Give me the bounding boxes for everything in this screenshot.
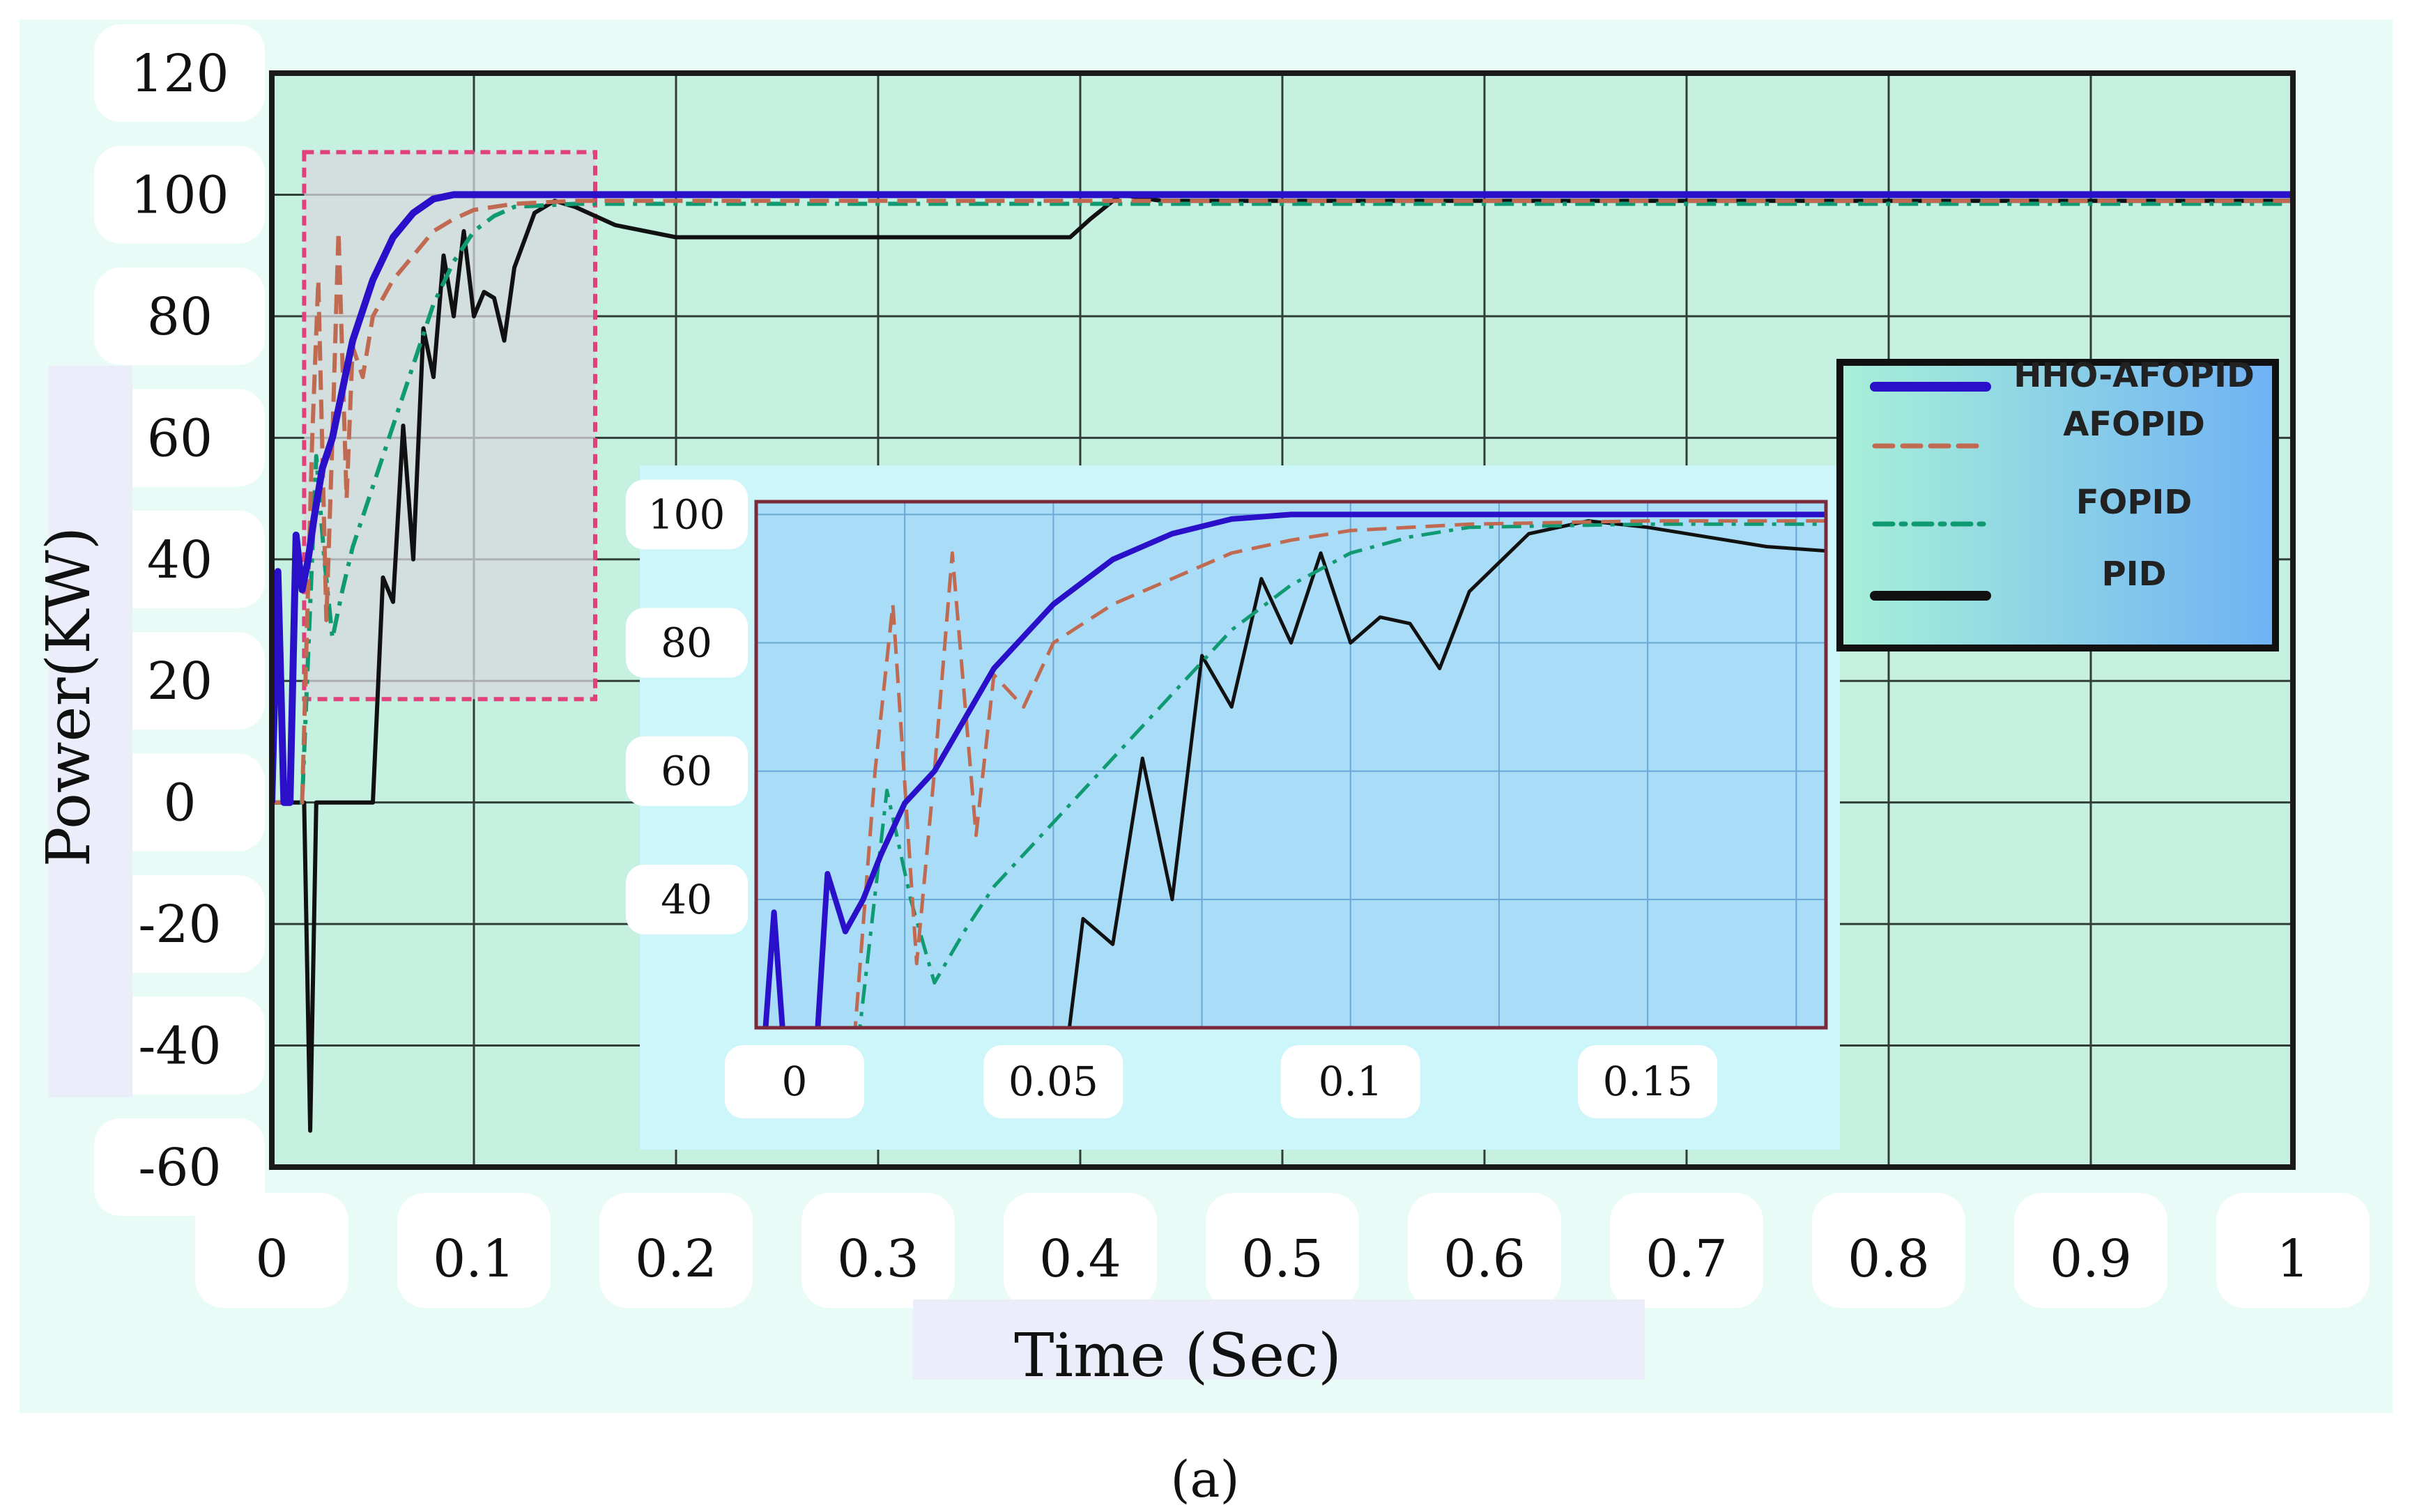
- x-tick-backdrop: [801, 1193, 955, 1308]
- zoom-region-box: [302, 150, 597, 702]
- y-tick-label: -40: [138, 1017, 221, 1077]
- y-tick-backdrop: [94, 389, 265, 487]
- series-line-hho-afopid: [272, 191, 2293, 806]
- series-line-afopid: [272, 199, 2293, 805]
- inset-y-tick-label: 100: [648, 491, 726, 538]
- x-tick-backdrop: [2014, 1193, 2167, 1308]
- legend-label-afopid: AFOPID: [2063, 405, 2205, 444]
- x-tick-label: 0: [255, 1229, 288, 1289]
- y-axis-title: Power(KW): [34, 527, 104, 867]
- x-tick-backdrop: [195, 1193, 348, 1308]
- inset-x-tick-backdrop: [1578, 1045, 1718, 1118]
- legend-label-fopid: FOPID: [2076, 483, 2192, 522]
- inset-series-line-afopid: [853, 519, 1826, 1028]
- y-tick-label: -60: [138, 1138, 221, 1198]
- y-tick-backdrop: [94, 267, 265, 365]
- y-tick-label: -20: [138, 895, 221, 955]
- xlabel-backdrop: [913, 1299, 1645, 1380]
- inset-x-tick-label: 0.15: [1603, 1058, 1693, 1105]
- legend-label-hho-afopid: HHO-AFOPID: [2013, 356, 2255, 395]
- x-tick-backdrop: [2216, 1193, 2370, 1308]
- inset-x-tick-backdrop: [983, 1045, 1123, 1118]
- x-tick-backdrop: [1004, 1193, 1157, 1308]
- y-tick-label: 60: [147, 408, 213, 468]
- x-tick-backdrop: [1812, 1193, 1965, 1308]
- y-tick-backdrop: [94, 632, 265, 730]
- y-tick-label: 0: [163, 773, 196, 833]
- main-series-layer: [272, 191, 2293, 1133]
- x-tick-label: 0.7: [1645, 1229, 1728, 1289]
- x-tick-label: 0.1: [433, 1229, 515, 1289]
- inset-series-layer: [762, 511, 1826, 1028]
- y-tick-backdrop: [94, 146, 265, 244]
- x-tick-label: 0.8: [1848, 1229, 1930, 1289]
- y-tick-label: 40: [147, 530, 213, 590]
- series-line-fopid: [272, 201, 2293, 805]
- x-tick-backdrop: [1408, 1193, 1561, 1308]
- x-tick-label: 0.6: [1443, 1229, 1526, 1289]
- inset-y-tick-backdrop: [626, 608, 748, 678]
- inset-tick-labels: 100 80 60 40 0 0.05 0.1 0.15: [626, 479, 1718, 1118]
- inset-y-tick-label: 60: [661, 748, 712, 795]
- x-tick-label: 0.3: [837, 1229, 919, 1289]
- x-tick-label: 0.9: [2050, 1229, 2132, 1289]
- inset-x-tick-label: 0: [782, 1058, 808, 1105]
- y-tick-backdrop: [94, 1118, 265, 1216]
- y-tick-label: 20: [147, 651, 213, 711]
- y-tick-backdrop: [94, 24, 265, 122]
- ylabel-backdrop: [49, 366, 132, 1097]
- inset-y-tick-backdrop: [626, 864, 748, 934]
- x-tick-backdrop: [1610, 1193, 1763, 1308]
- y-tick-label: 120: [130, 44, 229, 104]
- figure-caption: (a): [1170, 1450, 1239, 1509]
- x-tick-label: 0.5: [1241, 1229, 1323, 1289]
- x-tick-backdrop: [397, 1193, 551, 1308]
- legend-label-pid: PID: [2102, 555, 2167, 594]
- x-tick-backdrop: [599, 1193, 753, 1308]
- x-axis-title: Time (Sec): [1014, 1321, 1342, 1391]
- x-tick-label: 0.2: [635, 1229, 717, 1289]
- inset-x-tick-backdrop: [725, 1045, 864, 1118]
- legend: HHO-AFOPID AFOPID FOPID PID: [1836, 356, 2279, 651]
- y-tick-labels: 120 100 80 60 40 20 0 -20 -40 -60: [94, 24, 265, 1216]
- inset-plot-area: [756, 502, 1826, 1028]
- inset-x-tick-backdrop: [1280, 1045, 1420, 1118]
- series-line-pid: [272, 192, 2293, 1133]
- y-tick-backdrop: [94, 510, 265, 608]
- y-tick-backdrop: [94, 996, 265, 1095]
- inset-y-tick-label: 40: [661, 876, 712, 923]
- inset-x-tick-label: 0.1: [1319, 1058, 1383, 1105]
- y-tick-backdrop: [94, 875, 265, 973]
- x-tick-label: 1: [2276, 1229, 2309, 1289]
- inset-x-tick-label: 0.05: [1008, 1058, 1098, 1105]
- inset-series-line-hho-afopid: [762, 511, 1826, 1028]
- inset-frame: [754, 500, 1828, 1030]
- y-tick-label: 100: [130, 165, 229, 225]
- x-tick-labels: 0 0.1 0.2 0.3 0.4 0.5 0.6 0.7 0.8 0.9 1: [195, 1193, 2370, 1308]
- y-tick-backdrop: [94, 753, 265, 851]
- x-tick-backdrop: [1206, 1193, 1359, 1308]
- inset-y-tick-label: 80: [661, 619, 712, 667]
- x-tick-label: 0.4: [1039, 1229, 1121, 1289]
- plot-frame: [269, 70, 2296, 1170]
- y-tick-label: 80: [147, 287, 213, 347]
- inset-y-tick-backdrop: [626, 479, 748, 550]
- inset-series-line-pid: [1067, 519, 1826, 1028]
- inset-y-tick-backdrop: [626, 736, 748, 806]
- legend-box: [1836, 359, 2279, 651]
